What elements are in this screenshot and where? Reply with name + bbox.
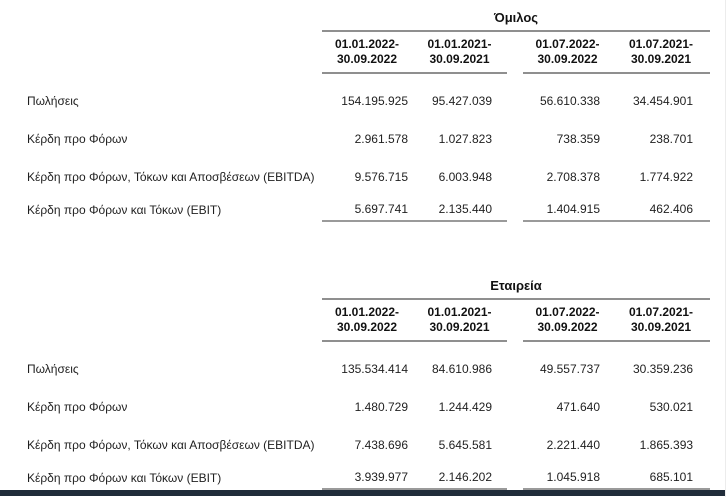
value-cell: 2.708.378	[546, 170, 600, 184]
period-line1: 01.01.2022-	[334, 305, 400, 319]
company-results-table: Εταιρεία 01.01.2022- 30.09.2022 01.01.20…	[0, 268, 711, 490]
value-cell: 30.359.236	[632, 362, 694, 376]
period-header: 01.07.2022- 30.09.2022	[523, 299, 612, 342]
tables-spacer	[0, 222, 725, 268]
row-label: Κέρδη προ Φόρων, Τόκων και Αποσβέσεων (E…	[27, 170, 315, 184]
column-gap	[507, 464, 523, 489]
period-line2: 30.09.2021	[429, 52, 490, 66]
empty-cell	[0, 0, 322, 31]
period-line1: 01.01.2022-	[334, 37, 400, 51]
value-cell: 462.406	[612, 196, 710, 222]
column-gap	[507, 158, 523, 196]
value-cell: 49.557.737	[539, 362, 600, 376]
period-header: 01.01.2021- 30.09.2021	[412, 31, 507, 74]
value-cell: 238.701	[649, 132, 693, 146]
value-cell: 2.135.440	[412, 196, 507, 222]
value-cell: 1.045.918	[523, 464, 612, 490]
period-header: 01.07.2021- 30.09.2021	[612, 299, 711, 342]
value-cell: 530.021	[649, 400, 694, 414]
period-line2: 30.09.2022	[336, 320, 398, 334]
period-line1: 01.07.2021-	[628, 37, 694, 51]
column-gap	[507, 426, 523, 464]
column-gap	[507, 196, 523, 221]
table-row: Κέρδη προ Φόρων και Τόκων (EBIT) 3.939.9…	[0, 464, 711, 490]
value-cell: 1.774.922	[639, 170, 693, 184]
value-cell: 1.404.915	[523, 196, 612, 222]
table-row: Κέρδη προ Φόρων 2.961.578 1.027.823 738.…	[0, 120, 710, 158]
table-title-company: Εταιρεία	[322, 268, 711, 300]
table-row: Κέρδη προ Φόρων, Τόκων και Αποσβέσεων (E…	[0, 426, 710, 464]
period-line2: 30.09.2022	[336, 52, 398, 66]
spacer	[0, 73, 710, 82]
column-gap	[507, 82, 523, 120]
table-title-group: Όμιλος	[322, 0, 710, 32]
value-cell: 7.438.696	[354, 438, 408, 452]
value-cell: 2.221.440	[546, 438, 600, 452]
row-label: Κέρδη προ Φόρων, Τόκων και Αποσβέσεων (E…	[27, 438, 315, 452]
table-row: Κέρδη προ Φόρων, Τόκων και Αποσβέσεων (E…	[0, 158, 710, 196]
period-line1: 01.01.2021-	[427, 305, 492, 319]
column-gap	[507, 31, 523, 73]
value-cell: 5.697.741	[322, 196, 412, 222]
value-cell: 685.101	[612, 464, 711, 490]
column-gap	[507, 350, 523, 388]
value-cell: 471.640	[556, 400, 600, 414]
period-line2: 30.09.2022	[537, 320, 598, 334]
value-cell: 34.454.901	[632, 94, 693, 108]
value-cell: 9.576.715	[354, 170, 408, 184]
empty-cell	[0, 31, 322, 73]
period-line2: 30.09.2022	[537, 52, 598, 66]
value-cell: 5.645.581	[438, 438, 492, 452]
row-label: Κέρδη προ Φόρων και Τόκων (EBIT)	[27, 471, 222, 485]
spacer	[0, 341, 710, 350]
empty-cell	[0, 268, 322, 299]
period-header: 01.01.2022- 30.09.2022	[322, 31, 412, 74]
period-line2: 30.09.2021	[630, 320, 692, 334]
value-cell: 1.244.429	[438, 400, 492, 414]
table-row: Πωλήσεις 154.195.925 95.427.039 56.610.3…	[0, 82, 710, 120]
value-cell: 1.865.393	[639, 438, 694, 452]
window-bottom-bar	[0, 490, 725, 496]
empty-cell	[0, 299, 322, 341]
row-label: Πωλήσεις	[27, 362, 79, 376]
row-label: Πωλήσεις	[27, 94, 79, 108]
value-cell: 135.534.414	[341, 362, 408, 376]
row-label: Κέρδη προ Φόρων	[27, 132, 128, 146]
table-row: Κέρδη προ Φόρων και Τόκων (EBIT) 5.697.7…	[0, 196, 710, 222]
period-line2: 30.09.2021	[429, 320, 490, 334]
row-label: Κέρδη προ Φόρων	[27, 400, 128, 414]
period-header: 01.07.2021- 30.09.2021	[612, 31, 710, 74]
value-cell: 738.359	[556, 132, 600, 146]
value-cell: 6.003.948	[438, 170, 492, 184]
column-gap	[507, 120, 523, 158]
value-cell: 56.610.338	[539, 94, 600, 108]
row-label: Κέρδη προ Φόρων και Τόκων (EBIT)	[27, 203, 222, 217]
period-header: 01.01.2022- 30.09.2022	[322, 299, 412, 342]
value-cell: 2.961.578	[354, 132, 408, 146]
value-cell: 84.610.986	[431, 362, 492, 376]
period-line1: 01.07.2022-	[535, 305, 600, 319]
period-header: 01.07.2022- 30.09.2022	[523, 31, 612, 74]
group-results-table: Όμιλος 01.01.2022- 30.09.2022 01.01.2021…	[0, 0, 710, 222]
column-gap	[507, 388, 523, 426]
period-header: 01.01.2021- 30.09.2021	[412, 299, 507, 342]
period-line1: 01.01.2021-	[427, 37, 492, 51]
period-line1: 01.07.2022-	[535, 37, 600, 51]
table-row: Πωλήσεις 135.534.414 84.610.986 49.557.7…	[0, 350, 710, 388]
value-cell: 1.027.823	[438, 132, 492, 146]
value-cell: 154.195.925	[341, 94, 408, 108]
column-gap	[507, 299, 523, 341]
value-cell: 1.480.729	[354, 400, 408, 414]
period-line1: 01.07.2021-	[628, 305, 694, 319]
value-cell: 95.427.039	[431, 94, 492, 108]
table-row: Κέρδη προ Φόρων 1.480.729 1.244.429 471.…	[0, 388, 710, 426]
value-cell: 3.939.977	[322, 464, 412, 490]
value-cell: 2.146.202	[412, 464, 507, 490]
period-line2: 30.09.2021	[630, 52, 692, 66]
